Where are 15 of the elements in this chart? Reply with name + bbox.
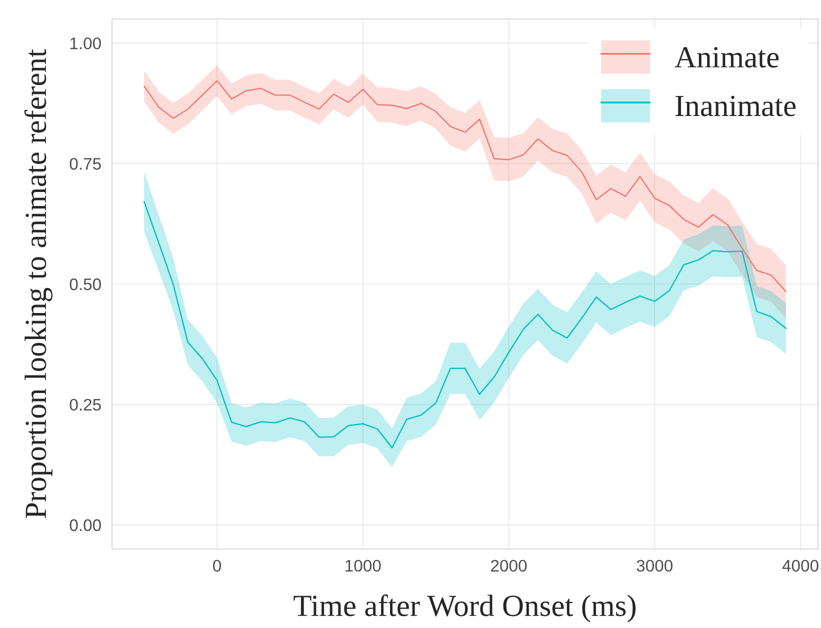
- y-tick-label: 0.50: [70, 278, 101, 290]
- y-tick-label: 0.75: [70, 158, 101, 170]
- legend-label: Animate: [674, 47, 779, 68]
- x-tick-label: 0: [213, 560, 222, 572]
- y-axis-title: Proportion looking to animate referent: [24, 49, 52, 518]
- x-tick-label: 1000: [346, 560, 381, 572]
- y-tick-label: 1.00: [70, 37, 101, 50]
- x-tick-label: 3000: [636, 560, 673, 572]
- x-tick-label: 2000: [491, 560, 527, 572]
- legend-label: Inanimate: [676, 96, 796, 116]
- x-axis-title: Time after Word Onset (ms): [294, 594, 636, 622]
- y-tick-label: 0.25: [70, 398, 101, 411]
- y-tick-label: 0.00: [70, 519, 101, 532]
- x-tick-label: 4000: [782, 560, 818, 572]
- line-series: [143, 200, 787, 448]
